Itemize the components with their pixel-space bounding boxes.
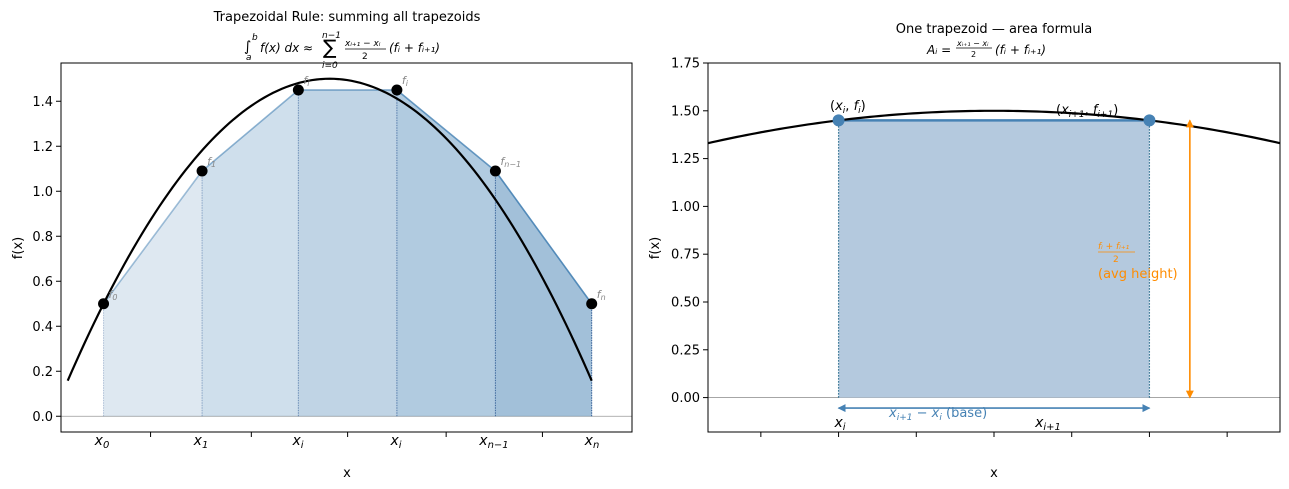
chart2-formula-lhs: Aᵢ = bbox=[926, 43, 951, 57]
base-label: xi+1 − xi (base) bbox=[888, 406, 987, 423]
node-label-5: fn bbox=[597, 288, 606, 302]
node-point-5 bbox=[586, 298, 598, 310]
chart2-ytick-label-0: 0.00 bbox=[671, 391, 700, 406]
chart2-ytick-label-2: 0.50 bbox=[671, 295, 700, 310]
chart1-xtick-labels: x0 x1 xi xi xn−1 xn bbox=[94, 433, 600, 451]
function-curve-2 bbox=[707, 109, 1281, 145]
trapezoid-0 bbox=[103, 171, 203, 417]
chart1-formula-sum-lower: i=0 bbox=[322, 61, 338, 71]
chart1-xlabel: x bbox=[343, 466, 351, 481]
chart1-formula: ∫ b a f(x) dx ≈ ∑ n−1 i=0 xᵢ₊₁ − xᵢ 2 (f… bbox=[244, 31, 440, 71]
chart1-plot-area: f0 f1 fi fi fn−1 fn bbox=[61, 74, 632, 417]
chart1-ytick-label-7: 1.4 bbox=[32, 95, 53, 110]
node-label-2: fi bbox=[303, 74, 310, 88]
xtick-label-xi-b: xi bbox=[389, 433, 401, 451]
chart1-formula-sigma: ∑ bbox=[323, 35, 337, 59]
avg-height-num: fᵢ + fᵢ₊₁ bbox=[1098, 242, 1130, 252]
chart1-ytick-label-6: 1.2 bbox=[32, 140, 53, 155]
point-label-left: (xi, fi) bbox=[830, 99, 866, 116]
chart2-ytick-label-3: 0.75 bbox=[671, 248, 700, 263]
chart2-ytick-label-7: 1.75 bbox=[671, 57, 700, 72]
chart1-formula-upper: b bbox=[252, 33, 258, 43]
xtick-label-xn-1: xn−1 bbox=[478, 433, 508, 451]
chart1-formula-lower: a bbox=[246, 53, 252, 63]
chart2-formula: Aᵢ = xᵢ₊₁ − xᵢ 2 (fᵢ + fᵢ₊₁) bbox=[926, 39, 1046, 59]
node-label-3: fi bbox=[402, 74, 409, 88]
node-label-1: f1 bbox=[207, 155, 216, 169]
chart2-ytick-label-5: 1.25 bbox=[671, 152, 700, 167]
chart1-title: Trapezoidal Rule: summing all trapezoids bbox=[213, 10, 481, 25]
chart1-ytick-label-1: 0.2 bbox=[32, 365, 53, 380]
chart1-ytick-label-5: 1.0 bbox=[32, 185, 53, 200]
chart2-plot-area bbox=[707, 109, 1281, 413]
trapezoid-top-0 bbox=[102, 170, 203, 305]
node-point-1 bbox=[196, 165, 208, 177]
trapezoid-top-3 bbox=[396, 89, 496, 172]
chart2-xlabel: x bbox=[990, 466, 998, 481]
single-trapezoid bbox=[838, 120, 1150, 398]
chart2-ytick-label-6: 1.50 bbox=[671, 104, 700, 119]
xtick-label-xi1: xi+1 bbox=[1034, 415, 1061, 433]
xtick-label-xn: xn bbox=[584, 433, 600, 451]
xtick-label-xi: xi bbox=[833, 415, 845, 433]
chart1-formula-num: xᵢ₊₁ − xᵢ bbox=[344, 39, 381, 49]
chart1-formula-den: 2 bbox=[362, 52, 368, 62]
trapezoid-1 bbox=[202, 90, 299, 417]
chart1-frame bbox=[60, 62, 633, 433]
chart1-formula-fx: f(x) dx ≈ bbox=[260, 41, 313, 55]
avg-height-text: (avg height) bbox=[1098, 267, 1178, 282]
chart1-formula-sum-upper: n−1 bbox=[322, 31, 341, 41]
node-label-0: f0 bbox=[109, 288, 118, 302]
avg-height-den: 2 bbox=[1113, 255, 1119, 265]
chart1-ytick-label-4: 0.8 bbox=[32, 230, 53, 245]
xtick-label-xi-a: xi bbox=[291, 433, 303, 451]
node-point-2 bbox=[292, 84, 304, 96]
chart1-formula-integral: ∫ bbox=[244, 39, 251, 55]
function-curve bbox=[66, 77, 593, 382]
chart1-ytick-label-0: 0.0 bbox=[32, 410, 53, 425]
node-point-3 bbox=[391, 84, 403, 96]
endpoint-0 bbox=[832, 114, 845, 127]
node-point-4 bbox=[489, 165, 501, 177]
xtick-label-x0: x0 bbox=[94, 433, 110, 451]
chart2-ytick-label-4: 1.00 bbox=[671, 200, 700, 215]
chart2-formula-num: xᵢ₊₁ − xᵢ bbox=[956, 39, 989, 48]
chart1-ytick-label-2: 0.4 bbox=[32, 320, 53, 335]
trapezoid-top-4 bbox=[494, 170, 593, 305]
point-label-right: (xi+1, fi+1) bbox=[1056, 103, 1118, 120]
chart1-formula-sum-terms: (fᵢ + fᵢ₊₁) bbox=[389, 41, 440, 55]
single-trapezoid-chart: One trapezoid — area formula Aᵢ = xᵢ₊₁ −… bbox=[648, 22, 1281, 481]
chart2-formula-terms: (fᵢ + fᵢ₊₁) bbox=[995, 43, 1046, 57]
endpoint-1 bbox=[1143, 114, 1156, 127]
chart2-ylabel: f(x) bbox=[648, 237, 663, 259]
trapezoid-2 bbox=[298, 90, 397, 417]
chart2-formula-den: 2 bbox=[971, 50, 976, 59]
chart1-ylabel: f(x) bbox=[11, 237, 26, 259]
trapezoid-4 bbox=[495, 171, 592, 417]
chart1-ytick-label-3: 0.6 bbox=[32, 275, 53, 290]
chart2-title: One trapezoid — area formula bbox=[896, 22, 1092, 37]
trapezoid-sum-chart: Trapezoidal Rule: summing all trapezoids… bbox=[11, 10, 633, 481]
avg-height-annotation: fᵢ + fᵢ₊₁ 2 (avg height) bbox=[1098, 242, 1178, 282]
trapezoid-3 bbox=[396, 90, 496, 417]
trapezoid-top-1 bbox=[201, 89, 299, 172]
node-point-0 bbox=[98, 298, 110, 310]
chart2-ytick-label-1: 0.25 bbox=[671, 343, 700, 358]
xtick-label-x1: x1 bbox=[193, 433, 209, 451]
node-label-4: fn−1 bbox=[500, 155, 521, 169]
